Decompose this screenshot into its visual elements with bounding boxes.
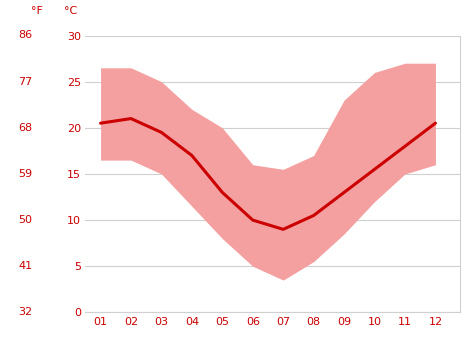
Text: 68: 68 xyxy=(18,123,33,133)
Text: 50: 50 xyxy=(18,215,33,225)
Text: 41: 41 xyxy=(18,261,33,271)
Text: 32: 32 xyxy=(18,307,33,317)
Text: °F: °F xyxy=(31,6,43,16)
Text: 86: 86 xyxy=(18,31,33,40)
Text: 77: 77 xyxy=(18,77,33,87)
Text: 59: 59 xyxy=(18,169,33,179)
Text: °C: °C xyxy=(64,6,77,16)
